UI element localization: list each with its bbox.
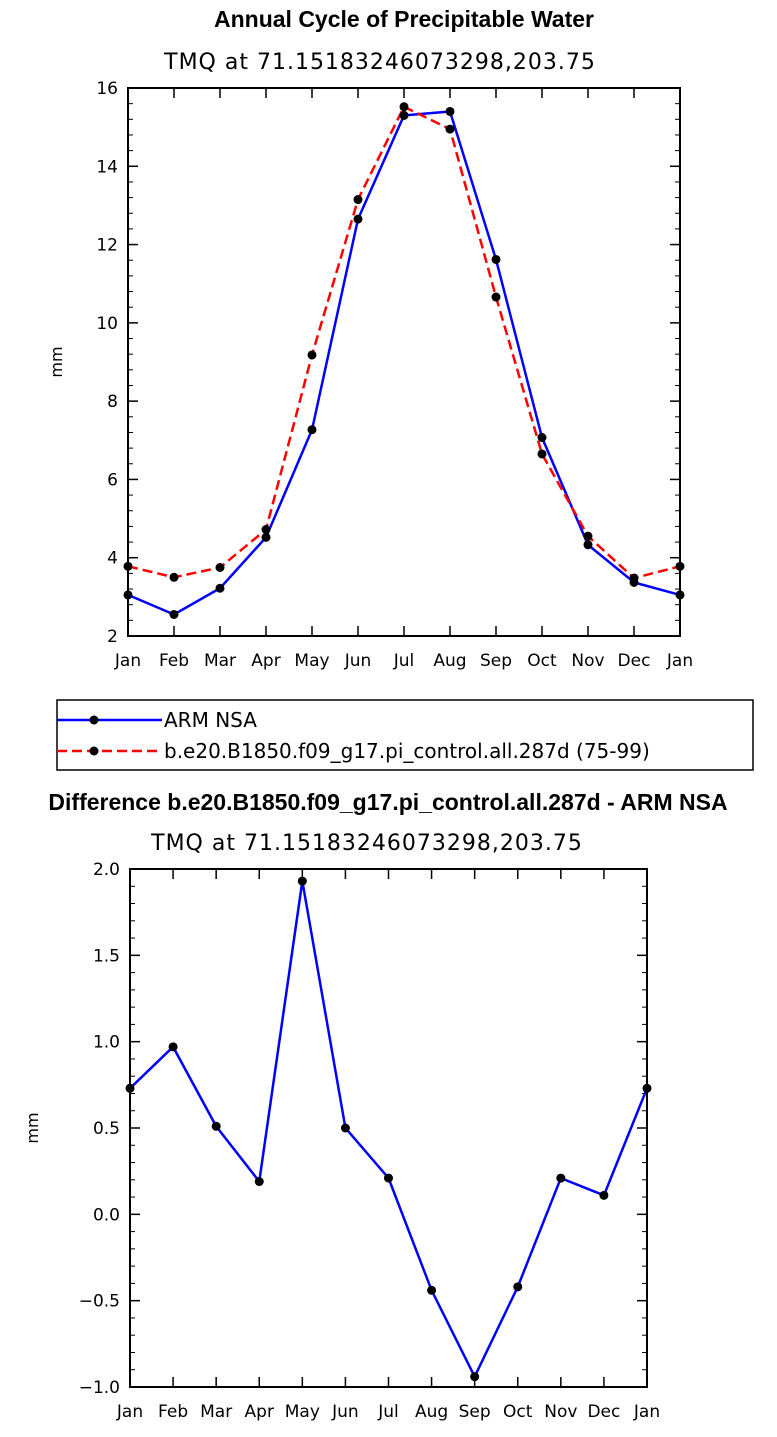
bottom-xtick-label: Nov [544, 1402, 577, 1422]
bottom-chart-subtitle: TMQ at 71.15183246073298,203.75 [150, 831, 583, 856]
top-xtick-label: Oct [527, 651, 557, 671]
top-series-1-point [399, 102, 409, 112]
top-ytick-label: 12 [96, 236, 118, 256]
legend-box [56, 699, 754, 771]
top-series-1-point [215, 563, 225, 572]
bottom-series-0-point [340, 1123, 350, 1133]
bottom-ytick-label: 1.0 [93, 1033, 120, 1053]
top-ytick-label: 2 [107, 627, 118, 647]
bottom-series-0-point [297, 876, 307, 886]
top-chart-frame [127, 87, 681, 637]
top-xtick-label: Jan [666, 651, 693, 671]
top-xtick-label: Nov [571, 651, 604, 671]
bottom-series-0-point [254, 1177, 264, 1187]
bottom-ytick-label: 0.5 [93, 1119, 120, 1139]
top-series-0-point [307, 425, 317, 435]
bottom-ytick-label: −1.0 [79, 1378, 120, 1398]
top-chart-ylabel: mm [47, 346, 66, 377]
bottom-chart: Difference b.e20.B1850.f09_g17.pi_contro… [23, 789, 728, 1422]
bottom-xtick-label: Dec [587, 1402, 620, 1422]
legend-marker-arm [89, 715, 99, 725]
bottom-series-0-point [556, 1173, 566, 1183]
bottom-xtick-label: Jun [331, 1402, 359, 1422]
bottom-ytick-label: 2.0 [93, 860, 120, 880]
bottom-chart-series [125, 876, 652, 1382]
top-ytick-label: 6 [107, 470, 118, 490]
top-series-0-point [491, 254, 501, 264]
top-xtick-label: Jul [393, 651, 415, 671]
bottom-xtick-label: Aug [415, 1402, 448, 1422]
bottom-xtick-label: May [285, 1402, 320, 1422]
top-series-line-0 [127, 110, 681, 616]
bottom-series-0-point [513, 1282, 523, 1292]
top-ytick-label: 14 [96, 157, 118, 177]
bottom-series-0-point [470, 1372, 480, 1382]
top-series-1-point [445, 124, 455, 134]
top-series-1-point [629, 573, 639, 583]
top-ytick-label: 8 [107, 392, 118, 412]
bottom-series-line-0 [129, 880, 649, 1380]
top-series-0-point [169, 609, 179, 619]
top-series-1-point [583, 531, 593, 541]
top-series-1-point [169, 572, 179, 582]
bottom-xtick-label: Sep [459, 1402, 491, 1422]
top-series-0-point [445, 106, 455, 116]
top-ytick-label: 4 [107, 549, 118, 569]
bottom-series-0-point [168, 1042, 178, 1052]
top-ytick-label: 10 [96, 314, 118, 334]
bottom-ytick-label: 0.0 [93, 1205, 120, 1225]
legend-label-model: b.e20.B1850.f09_g17.pi_control.all.287d … [164, 739, 650, 763]
bottom-series-0-point [427, 1285, 437, 1295]
top-chart-ticks: Jan Feb Mar Apr May Jun Jul Aug Sep Oct Nov Dec Jan 2… [96, 79, 693, 671]
top-xtick-label: May [294, 651, 329, 671]
top-series-1-point [491, 292, 501, 302]
top-series-0-point [261, 532, 271, 542]
legend-marker-model [89, 746, 99, 756]
top-series-0-point [215, 583, 225, 593]
bottom-chart-ticks: Jan Feb Mar Apr May Jun Jul Aug Sep Oct Nov Dec Jan −… [79, 860, 660, 1422]
top-xtick-label: Jan [114, 651, 141, 671]
bottom-xtick-label: Jan [633, 1402, 660, 1422]
bottom-series-0-point [211, 1121, 221, 1131]
top-xtick-label: Aug [433, 651, 466, 671]
bottom-series-0-point [599, 1190, 609, 1200]
top-series-1-point [353, 195, 363, 205]
top-xtick-label: Mar [204, 651, 236, 671]
bottom-xtick-label: Feb [158, 1402, 188, 1422]
top-series-1-point [537, 449, 547, 459]
top-series-0-point [537, 433, 547, 443]
top-series-0-point [399, 110, 409, 120]
top-series-0-point [353, 214, 363, 224]
bottom-series-0-point [384, 1173, 393, 1183]
top-xtick-label: Dec [618, 651, 651, 671]
legend-label-arm: ARM NSA [164, 708, 257, 732]
bottom-xtick-label: Mar [200, 1402, 232, 1422]
bottom-chart-title: Difference b.e20.B1850.f09_g17.pi_contro… [48, 789, 727, 815]
top-xtick-label: Apr [251, 651, 280, 671]
top-xtick-label: Feb [159, 651, 189, 671]
bottom-xtick-label: Apr [245, 1402, 274, 1422]
top-chart: Annual Cycle of Precipitable Water TMQ a… [47, 6, 693, 671]
top-series-line-1 [127, 105, 681, 580]
top-series-0-point [583, 540, 593, 550]
top-series-1-point [307, 350, 317, 360]
bottom-ytick-label: 1.5 [93, 946, 120, 966]
bottom-xtick-label: Jul [377, 1402, 399, 1422]
top-chart-subtitle: TMQ at 71.15183246073298,203.75 [163, 50, 596, 75]
bottom-chart-ylabel: mm [23, 1112, 42, 1143]
top-chart-title: Annual Cycle of Precipitable Water [214, 6, 594, 32]
bottom-xtick-label: Jan [116, 1402, 143, 1422]
top-xtick-label: Sep [480, 651, 512, 671]
bottom-xtick-label: Oct [503, 1402, 533, 1422]
top-chart-legend: ARM NSA b.e20.B1850.f09_g17.pi_control.a… [56, 699, 754, 771]
top-chart-series [123, 102, 685, 619]
top-series-1-point [261, 525, 271, 535]
bottom-chart-frame [129, 868, 648, 1388]
top-ytick-label: 16 [96, 79, 118, 99]
top-xtick-label: Jun [344, 651, 372, 671]
bottom-ytick-label: −0.5 [79, 1292, 120, 1312]
